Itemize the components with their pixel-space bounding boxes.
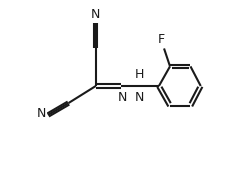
Text: N: N (91, 8, 100, 21)
Text: N: N (134, 91, 143, 104)
Text: F: F (157, 33, 164, 46)
Text: N: N (36, 107, 46, 120)
Text: H: H (134, 68, 143, 80)
Text: N: N (117, 91, 127, 104)
